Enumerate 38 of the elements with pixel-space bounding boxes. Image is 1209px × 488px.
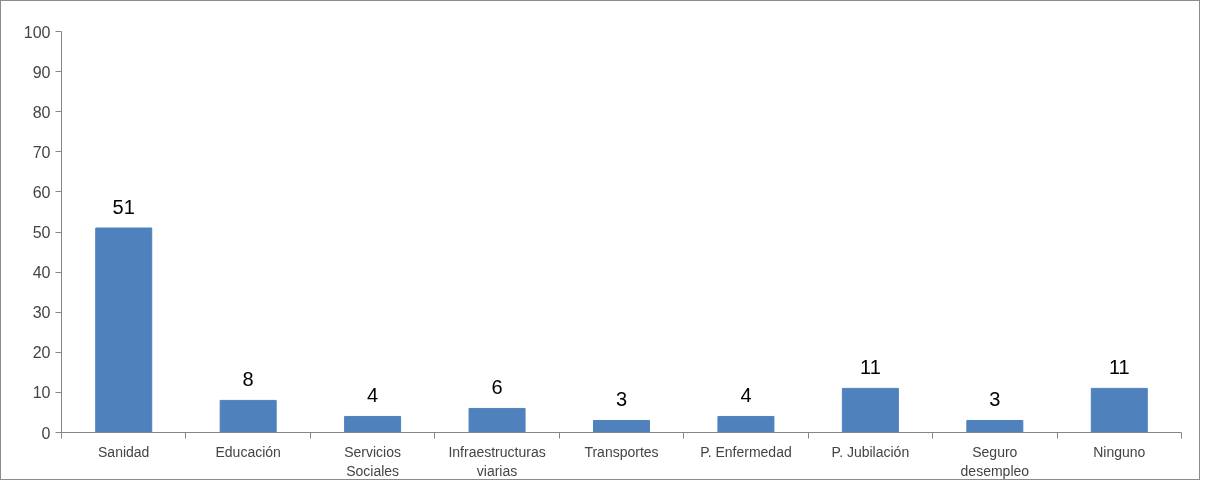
data-label: 6 <box>491 376 503 399</box>
y-tick-label: 30 <box>32 304 51 322</box>
data-label: 3 <box>615 388 628 411</box>
data-label: 11 <box>1108 356 1130 379</box>
bar <box>593 419 650 433</box>
bar <box>95 227 153 433</box>
y-tick-label: 60 <box>32 183 51 201</box>
data-label: 51 <box>112 195 135 218</box>
y-tick-label: 0 <box>41 424 51 442</box>
y-tick-label: 20 <box>32 344 51 362</box>
y-tick-label: 70 <box>32 143 51 161</box>
x-tick-label: Educación <box>215 443 281 460</box>
x-tick-label: Servicios Sociales <box>344 443 402 479</box>
data-label: 3 <box>989 388 1001 411</box>
bar <box>717 415 775 433</box>
y-tick-label: 100 <box>23 23 51 41</box>
y-tick-label: 10 <box>32 384 51 402</box>
x-tick-label: Transportes <box>584 443 659 460</box>
y-tick-label: 50 <box>32 224 51 241</box>
bar <box>966 419 1024 433</box>
bar <box>344 415 402 433</box>
x-tick-label: Seguro desempleo <box>960 443 1030 479</box>
bar <box>841 387 899 433</box>
x-tick-label: Ninguno <box>1093 443 1146 460</box>
y-tick-label: 80 <box>32 103 51 121</box>
data-label: 8 <box>242 368 254 391</box>
bar <box>1090 387 1148 433</box>
data-label: 4 <box>367 384 379 407</box>
x-tick-label: P. Enfermedad <box>700 443 792 460</box>
x-tick-label: P. Jubilación <box>831 443 910 460</box>
bar <box>219 399 277 433</box>
data-label: 11 <box>860 356 881 379</box>
x-tick-label: Infraestructuras viarias <box>448 443 546 479</box>
y-tick-label: 90 <box>32 63 51 81</box>
bar <box>468 407 526 433</box>
y-tick-label: 40 <box>32 264 51 282</box>
data-label: 4 <box>740 384 752 407</box>
x-tick-label: Sanidad <box>98 443 150 460</box>
